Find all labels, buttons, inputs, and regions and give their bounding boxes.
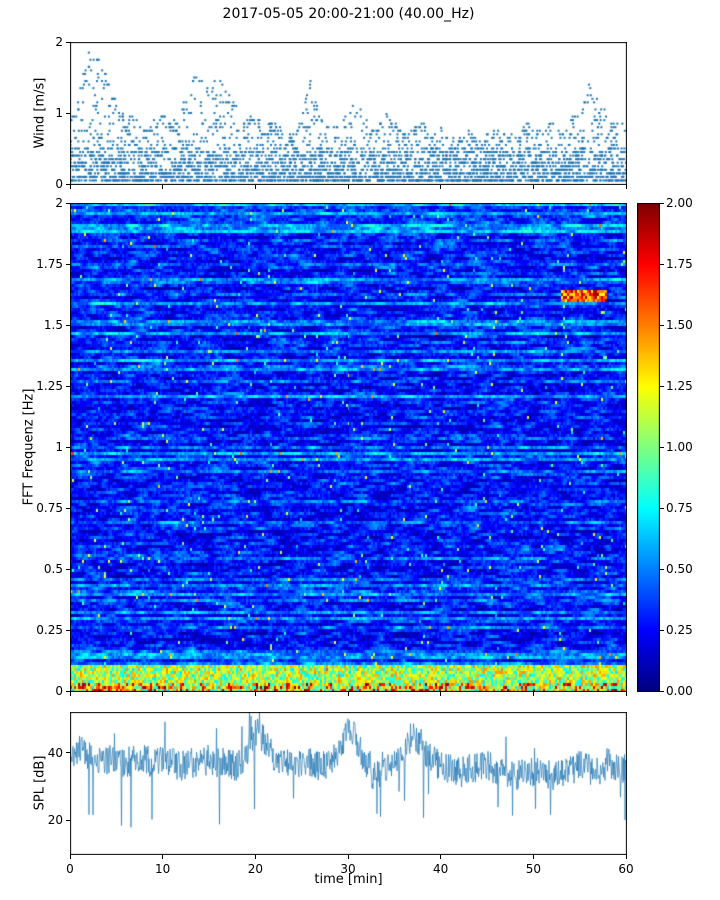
x-tick-label: 60 [618,862,634,876]
y-tick-mark [66,446,70,448]
y-tick-label: 1 [55,440,63,454]
x-tick-label: 10 [155,862,171,876]
colorbar-tick-mark [660,202,664,204]
x-tick-label: 30 [340,862,356,876]
colorbar-tick-mark [660,324,664,326]
x-tick-mark [532,185,534,189]
wind-y-axis-label: Wind [m/s] [32,77,48,149]
y-tick-label: 1.5 [43,318,63,332]
x-tick-mark [347,185,349,189]
colorbar-tick-label: 1.25 [666,379,693,393]
y-tick-label: 0 [55,177,63,191]
x-tick-mark [254,692,256,696]
x-tick-mark [532,855,534,859]
y-tick-mark [66,568,70,570]
y-tick-label: 20 [47,813,63,828]
colorbar-tick-mark [660,385,664,387]
x-tick-mark [69,185,71,189]
y-tick-label: 1 [55,106,63,120]
x-tick-mark [69,692,71,696]
colorbar-tick-label: 0.75 [666,501,693,515]
y-tick-mark [66,385,70,387]
y-tick-mark [66,507,70,509]
x-tick-mark [532,692,534,696]
colorbar-tick-mark [660,690,664,692]
x-tick-mark [162,185,164,189]
spl-y-axis-label: SPL [dB] [32,755,48,811]
x-tick-mark [625,185,627,189]
x-tick-label: 0 [66,862,74,876]
colorbar-tick-label: 1.50 [666,318,693,332]
y-tick-label: 0.75 [36,501,63,515]
y-tick-mark [66,819,70,821]
y-tick-mark [66,112,70,114]
x-tick-mark [254,185,256,189]
chart-title: 2017-05-05 20:00-21:00 (40.00_Hz) [222,6,475,22]
y-tick-mark [66,690,70,692]
y-tick-label: 1.75 [36,257,63,271]
x-tick-mark [162,855,164,859]
x-tick-mark [69,855,71,859]
y-tick-label: 1.25 [36,379,63,393]
y-tick-mark [66,324,70,326]
colorbar-tick-mark [660,629,664,631]
colorbar-tick-label: 0.25 [666,623,693,637]
wind-scatter-plot [70,42,627,185]
x-tick-mark [162,692,164,696]
colorbar-tick-label: 0.00 [666,684,693,698]
spectrogram-y-axis-label: FFT Frequenz [Hz] [21,388,37,506]
x-tick-mark [347,692,349,696]
x-tick-label: 50 [525,862,541,876]
y-tick-label: 2 [55,35,63,49]
y-tick-mark [66,263,70,265]
y-tick-label: 0 [55,684,63,698]
colorbar [637,203,660,692]
x-axis-label: time [min] [314,872,383,887]
colorbar-tick-mark [660,263,664,265]
x-tick-mark [347,855,349,859]
x-tick-mark [440,855,442,859]
colorbar-tick-label: 2.00 [666,196,693,210]
y-tick-mark [66,752,70,754]
colorbar-tick-label: 1.00 [666,440,693,454]
y-tick-label: 2 [55,196,63,210]
y-tick-mark [66,629,70,631]
x-tick-mark [440,692,442,696]
colorbar-tick-label: 0.50 [666,562,693,576]
y-tick-mark [66,183,70,185]
x-tick-mark [625,855,627,859]
y-tick-mark [66,202,70,204]
x-tick-mark [254,855,256,859]
x-tick-mark [625,692,627,696]
colorbar-tick-mark [660,568,664,570]
colorbar-tick-label: 1.75 [666,257,693,271]
y-tick-mark [66,41,70,43]
colorbar-tick-mark [660,507,664,509]
spl-line-plot [70,712,627,855]
fft-spectrogram-heatmap [70,203,627,692]
x-tick-mark [440,185,442,189]
colorbar-tick-mark [660,446,664,448]
y-tick-label: 0.5 [43,562,63,576]
y-tick-label: 0.25 [36,623,63,637]
x-tick-label: 40 [433,862,449,876]
y-tick-label: 40 [47,745,63,760]
x-tick-label: 20 [247,862,263,876]
